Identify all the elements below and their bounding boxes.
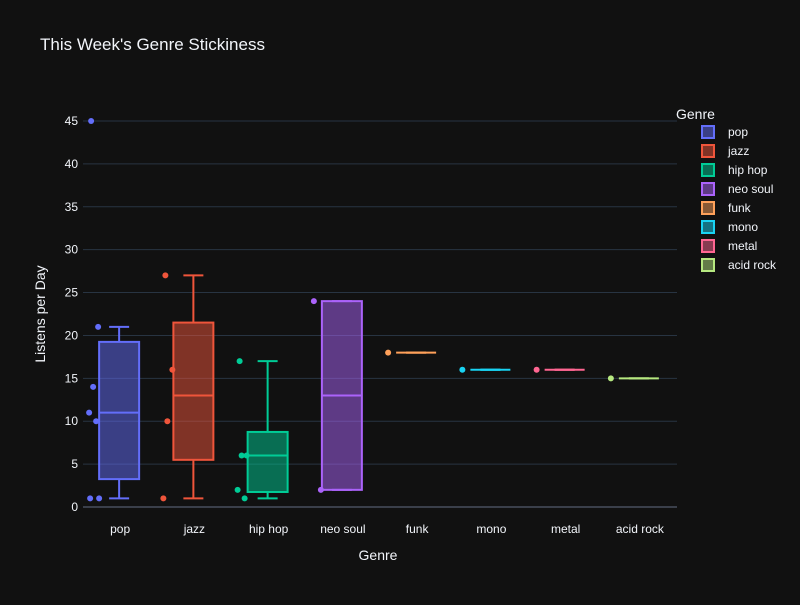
- data-point: [169, 366, 176, 373]
- legend-label: jazz: [727, 144, 749, 158]
- x-tick-label: mono: [476, 522, 506, 536]
- data-point: [160, 495, 167, 502]
- legend-label: acid rock: [728, 258, 777, 272]
- y-tick-label: 35: [65, 200, 79, 214]
- box-acid-rock: [607, 375, 659, 382]
- legend-item-mono[interactable]: mono: [701, 220, 758, 234]
- x-tick-label: neo soul: [320, 522, 365, 536]
- box-mono: [459, 366, 511, 373]
- legend: pop jazz hip hop neo soul funk mono metal acid …: [701, 125, 777, 272]
- data-point: [90, 383, 97, 390]
- legend-label: hip hop: [728, 163, 768, 177]
- boxes: [86, 118, 659, 502]
- x-tick-label: pop: [110, 522, 130, 536]
- data-point: [234, 486, 241, 493]
- y-tick-label: 10: [65, 414, 79, 428]
- x-tick-label: funk: [406, 522, 430, 536]
- data-point: [533, 366, 540, 373]
- legend-swatch: [701, 258, 715, 272]
- iqr-box: [98, 340, 141, 481]
- legend-swatch: [701, 144, 715, 158]
- y-tick-label: 0: [71, 500, 78, 514]
- legend-item-hip-hop[interactable]: hip hop: [701, 163, 768, 177]
- data-point: [162, 272, 169, 279]
- x-tick-label: metal: [551, 522, 580, 536]
- legend-label: mono: [728, 220, 758, 234]
- iqr-box: [172, 321, 215, 461]
- chart-title: This Week's Genre Stickiness: [40, 35, 265, 54]
- data-point: [241, 495, 248, 502]
- y-tick-label: 40: [65, 157, 79, 171]
- data-point: [96, 495, 103, 502]
- data-point: [93, 418, 100, 425]
- legend-item-funk[interactable]: funk: [701, 201, 752, 215]
- legend-item-jazz[interactable]: jazz: [701, 144, 749, 158]
- box-metal: [533, 366, 585, 373]
- data-point: [310, 298, 317, 305]
- x-tick-label: acid rock: [616, 522, 665, 536]
- legend-swatch: [701, 239, 715, 253]
- legend-item-pop[interactable]: pop: [701, 125, 748, 139]
- legend-swatch: [701, 201, 715, 215]
- y-tick-label: 5: [71, 457, 78, 471]
- data-point: [317, 486, 324, 493]
- legend-title: Genre: [676, 106, 715, 122]
- x-axis-label: Genre: [359, 547, 398, 563]
- y-tick-label: 20: [65, 328, 79, 342]
- legend-label: pop: [728, 125, 748, 139]
- box-jazz: [160, 272, 215, 502]
- gridlines: [83, 120, 677, 508]
- legend-item-acid-rock[interactable]: acid rock: [701, 258, 777, 272]
- legend-label: funk: [728, 201, 752, 215]
- y-tick-label: 25: [65, 286, 79, 300]
- data-point: [164, 418, 171, 425]
- iqr-box: [246, 430, 289, 493]
- x-tick-label: hip hop: [249, 522, 289, 536]
- data-point: [95, 323, 102, 330]
- data-point: [86, 409, 93, 416]
- box-neo-soul: [310, 298, 363, 493]
- data-point: [238, 452, 245, 459]
- box-hip-hop: [234, 358, 289, 502]
- data-point: [459, 366, 466, 373]
- data-point: [607, 375, 614, 382]
- x-tick-label: jazz: [183, 522, 205, 536]
- legend-swatch: [701, 220, 715, 234]
- y-axis-label: Listens per Day: [32, 265, 48, 362]
- legend-item-metal[interactable]: metal: [701, 239, 757, 253]
- data-point: [385, 349, 392, 356]
- legend-label: metal: [728, 239, 757, 253]
- y-tick-label: 15: [65, 371, 79, 385]
- legend-swatch: [701, 125, 715, 139]
- legend-item-neo-soul[interactable]: neo soul: [701, 182, 773, 196]
- legend-swatch: [701, 182, 715, 196]
- x-tick-labels: pop jazz hip hop neo soul funk mono metal acid …: [110, 522, 665, 536]
- legend-label: neo soul: [728, 182, 773, 196]
- box-funk: [385, 349, 437, 356]
- legend-swatch: [701, 163, 715, 177]
- data-point: [243, 452, 250, 459]
- data-point: [236, 358, 243, 365]
- y-tick-labels: 0 5 10 15 20 25 30 35 40 45: [65, 114, 79, 514]
- y-tick-label: 45: [65, 114, 79, 128]
- data-point: [88, 118, 95, 124]
- data-point: [87, 495, 94, 502]
- box-pop: [86, 118, 141, 502]
- y-tick-label: 30: [65, 243, 79, 257]
